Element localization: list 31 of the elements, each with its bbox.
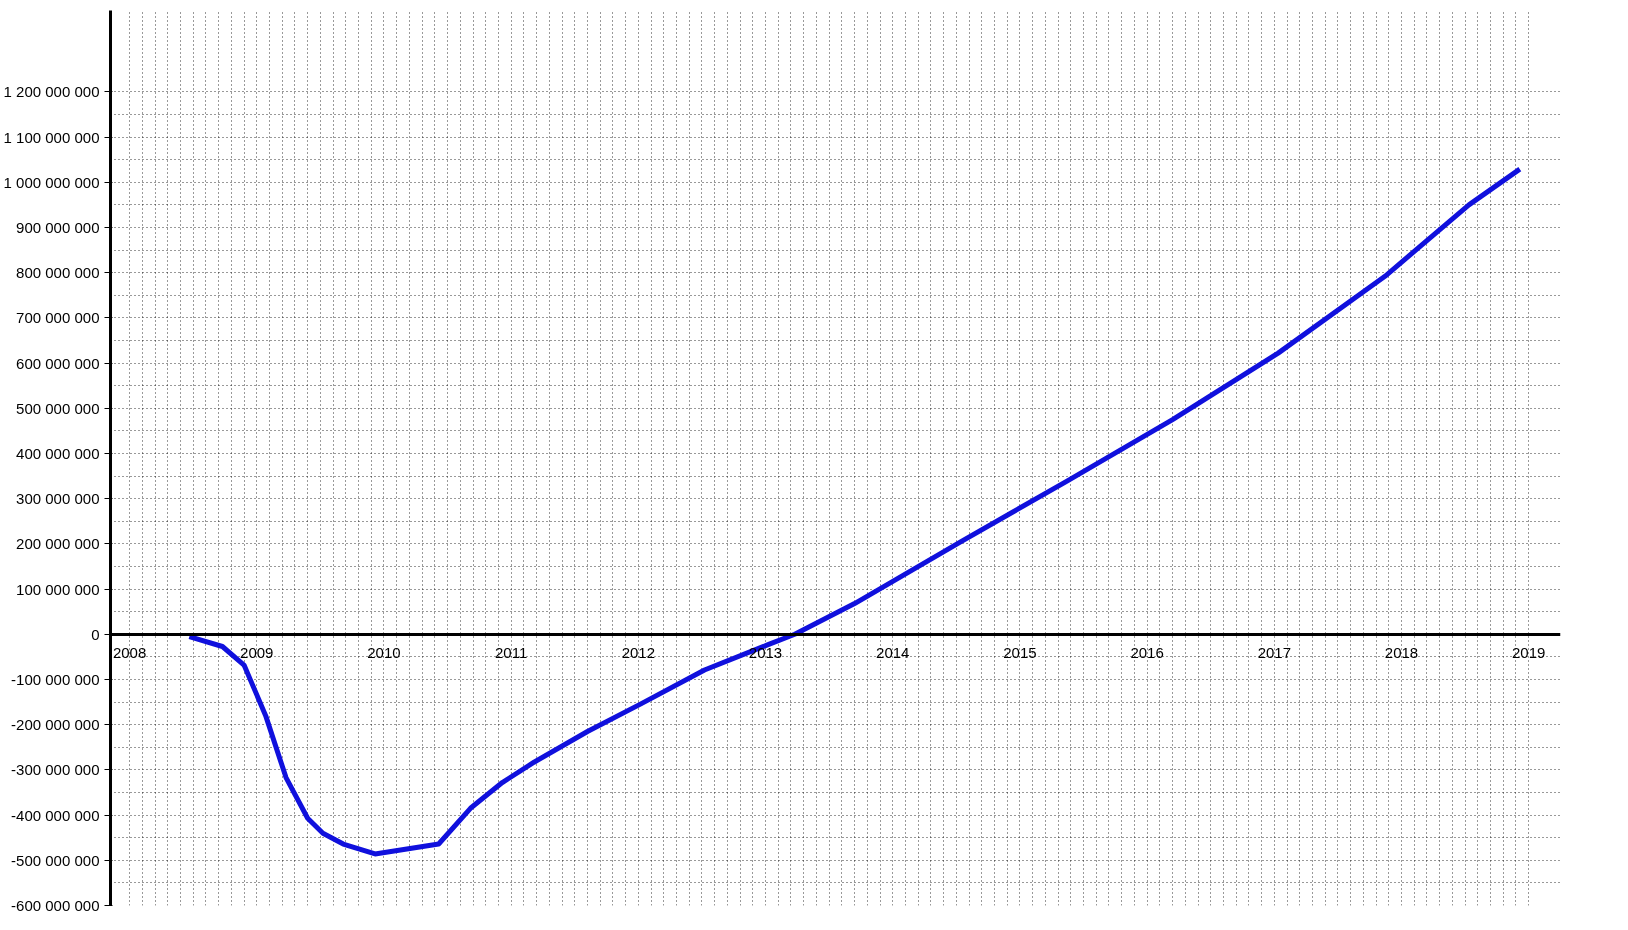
y-tick-label: 700 000 000 <box>16 309 100 327</box>
y-tick-label: -100 000 000 <box>11 670 100 688</box>
x-tick-label: 2013 <box>748 644 783 662</box>
x-tick-label: 2019 <box>1512 644 1546 662</box>
y-tick-label: 0 <box>91 625 100 643</box>
y-tick-label: -300 000 000 <box>11 761 100 779</box>
y-tick-label: 900 000 000 <box>16 218 100 236</box>
x-tick-label: 2008 <box>112 644 147 662</box>
x-tick-label: 2009 <box>240 644 274 662</box>
y-tick-label: 800 000 000 <box>16 264 100 282</box>
x-tick-label: 2017 <box>1257 644 1292 662</box>
y-tick-label: 200 000 000 <box>16 535 100 553</box>
y-tick-label: 1 100 000 000 <box>3 128 100 146</box>
y-tick-label: -600 000 000 <box>11 897 100 914</box>
y-tick-label: 500 000 000 <box>16 399 100 417</box>
y-tick-label: 300 000 000 <box>16 490 100 508</box>
y-tick-label: -400 000 000 <box>11 806 100 824</box>
y-tick-label: -200 000 000 <box>11 716 100 734</box>
x-tick-label: 2016 <box>1130 644 1164 662</box>
y-tick-label: 100 000 000 <box>16 580 100 598</box>
y-tick-label: 1 000 000 000 <box>3 173 100 191</box>
y-tick-label: 1 200 000 000 <box>3 83 100 101</box>
y-tick-label: -500 000 000 <box>11 851 100 869</box>
x-tick-label: 2018 <box>1384 644 1419 662</box>
y-tick-label: 400 000 000 <box>16 444 100 462</box>
x-tick-label: 2015 <box>1003 644 1037 662</box>
x-tick-label: 2011 <box>495 644 528 662</box>
x-tick-label: 2012 <box>621 644 656 662</box>
y-tick-label: 600 000 000 <box>16 354 100 372</box>
x-tick-label: 2014 <box>876 644 910 662</box>
x-tick-label: 2010 <box>367 644 401 662</box>
